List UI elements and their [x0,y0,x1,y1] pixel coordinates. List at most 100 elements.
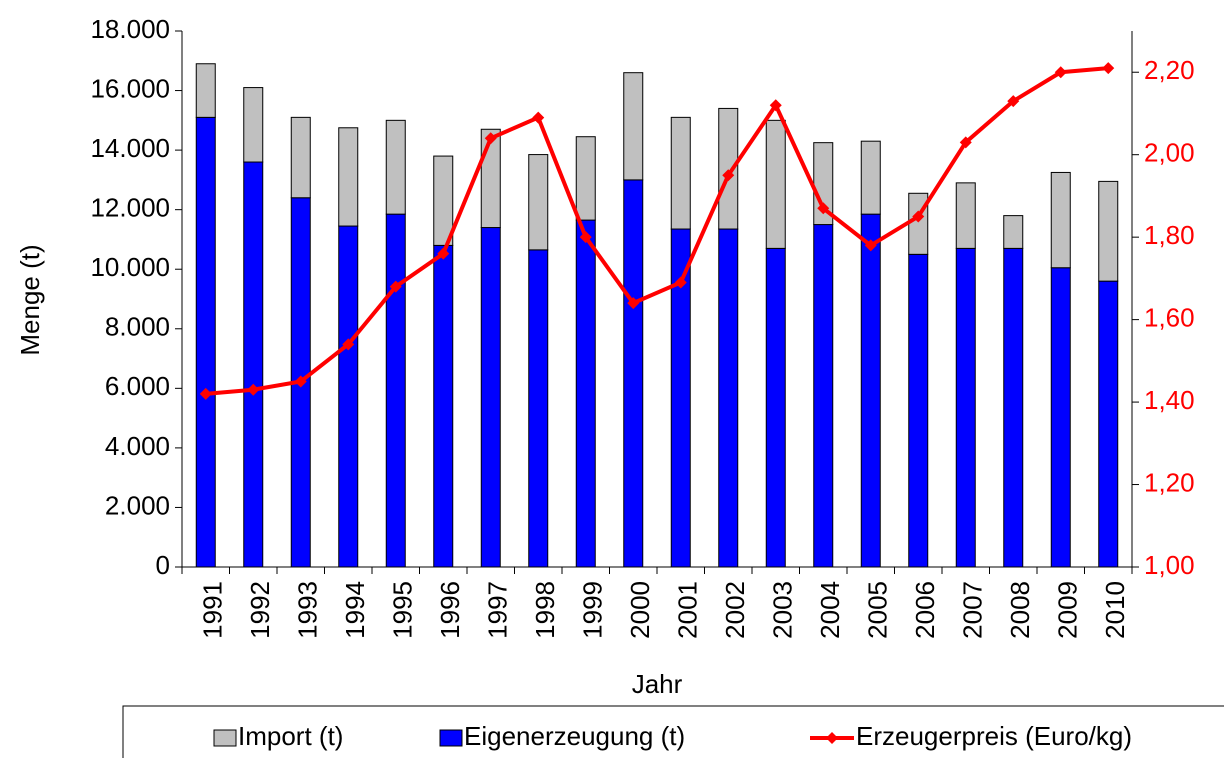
bar [195,116,216,568]
x-tick-label: 2001 [673,581,703,639]
x-tick-label: 1998 [530,581,560,639]
bar [765,119,786,249]
x-tick-label: 2000 [625,581,655,639]
legend-swatch [439,729,463,747]
marker [1102,62,1115,75]
x-tick-label: 2006 [910,581,940,639]
y2-tick-label: 2,00 [1144,138,1195,168]
marker [247,383,260,396]
bar [338,225,359,568]
bar [243,87,264,163]
x-tick-label: 2007 [958,581,988,639]
marker [627,297,640,310]
legend-label: Eigenerzeugung (t) [464,721,685,751]
legend-swatch [213,729,237,747]
marker [1054,66,1067,79]
y2-tick-label: 2,20 [1144,55,1195,85]
legend-swatch [826,732,838,744]
bar [575,219,596,568]
x-tick-label: 2010 [1100,581,1130,639]
y2-tick-label: 1,00 [1144,550,1195,580]
bar [765,247,786,568]
x-tick-label: 1999 [578,581,608,639]
x-tick-label: 2008 [1005,581,1035,639]
y-tick-label: 18.000 [90,14,170,44]
legend-label: Import (t) [238,721,343,751]
marker [674,276,687,289]
x-tick-label: 1994 [340,581,370,639]
x-axis-title: Jahr [632,669,683,699]
bar [718,228,739,568]
x-tick-label: 2002 [720,581,750,639]
y-tick-label: 6.000 [105,371,170,401]
bar [718,107,739,230]
x-tick-label: 1991 [198,581,228,639]
bar [528,249,549,568]
marker [579,231,592,244]
bar [243,161,264,568]
bar [860,140,881,215]
bar [575,136,596,221]
y-tick-label: 8.000 [105,312,170,342]
legend-box [122,705,1224,758]
bar [385,213,406,568]
y-tick-label: 4.000 [105,431,170,461]
bar [338,127,359,227]
marker [864,239,877,252]
bar [290,116,311,199]
bar [813,224,834,568]
marker [484,132,497,145]
bar [908,253,929,568]
marker [769,99,782,112]
x-tick-label: 2009 [1053,581,1083,639]
y2-tick-label: 1,40 [1144,385,1195,415]
marker [912,210,925,223]
bar [955,182,976,249]
y-tick-label: 16.000 [90,73,170,103]
bar [1003,215,1024,249]
y2-tick-label: 1,60 [1144,302,1195,332]
y2-tick-label: 1,20 [1144,467,1195,497]
marker [437,247,450,260]
marker [1007,95,1020,108]
marker [959,136,972,149]
bar [385,119,406,215]
bar [1050,171,1071,269]
bar [528,154,549,251]
bar [623,72,644,181]
marker [342,338,355,351]
bar [860,213,881,568]
x-tick-label: 1993 [293,581,323,639]
x-tick-label: 2005 [863,581,893,639]
x-tick-label: 1995 [388,581,418,639]
bar [670,116,691,230]
x-tick-label: 2004 [815,581,845,639]
y-tick-label: 2.000 [105,490,170,520]
bar [1098,280,1119,568]
bar [1098,180,1119,282]
x-tick-label: 1992 [245,581,275,639]
marker [817,202,830,215]
bar [1050,267,1071,568]
x-tick-label: 1997 [483,581,513,639]
line [205,66,1109,396]
bar [955,247,976,568]
bar [480,227,501,568]
bar [1003,247,1024,568]
marker [294,375,307,388]
y-tick-label: 0 [156,550,170,580]
marker [532,111,545,124]
bar [433,155,454,246]
bar [623,179,644,568]
marker [389,280,402,293]
legend-label: Erzeugerpreis (Euro/kg) [856,721,1132,751]
y-axis-title: Menge (t) [15,244,45,355]
x-tick-label: 1996 [435,581,465,639]
bar [195,63,216,118]
y-tick-label: 14.000 [90,133,170,163]
bar [433,244,454,568]
y-tick-label: 10.000 [90,252,170,282]
x-tick-label: 2003 [768,581,798,639]
marker [199,387,212,400]
